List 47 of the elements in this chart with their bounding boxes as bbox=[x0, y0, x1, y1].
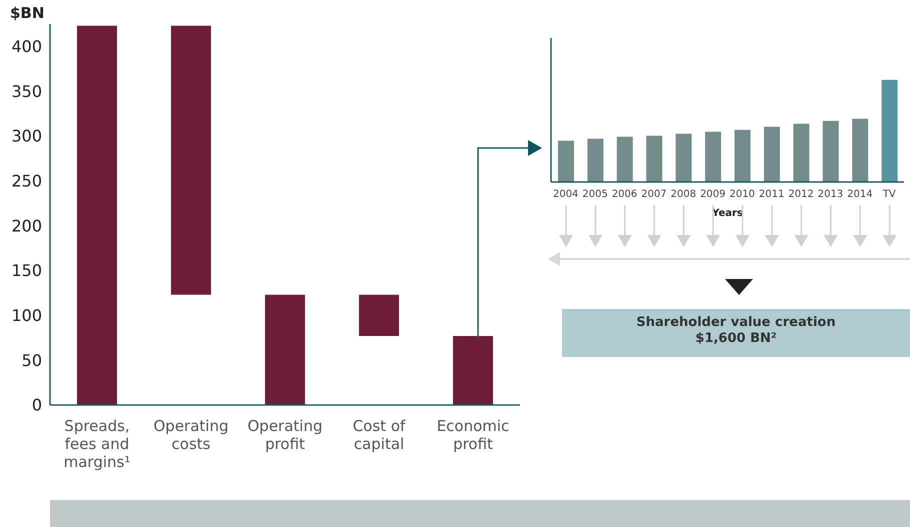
bar bbox=[265, 294, 305, 405]
bar bbox=[882, 80, 898, 182]
bar bbox=[558, 140, 574, 182]
x-tick-label: 2010 bbox=[729, 189, 755, 200]
bar bbox=[676, 134, 692, 182]
y-tick-label: 300 bbox=[11, 126, 42, 146]
x-tick-label: Spreads, fees and margins¹ bbox=[64, 417, 130, 471]
y-tick-label: 200 bbox=[11, 216, 42, 236]
bar bbox=[793, 124, 810, 182]
bar bbox=[705, 132, 722, 182]
bar bbox=[359, 294, 399, 336]
y-tick-label: 350 bbox=[11, 82, 42, 101]
bar bbox=[616, 136, 633, 182]
bar bbox=[171, 26, 211, 295]
bar bbox=[453, 336, 493, 405]
y-tick-label: 150 bbox=[11, 261, 42, 280]
bar bbox=[764, 126, 780, 182]
y-tick-label: 400 bbox=[11, 37, 42, 56]
x-tick-label: 2004 bbox=[552, 189, 578, 200]
x-tick-label: 2006 bbox=[612, 189, 638, 200]
x-tick-label: Operating profit bbox=[248, 417, 322, 453]
y-tick-label: 250 bbox=[11, 172, 42, 191]
x-tick-label: 2005 bbox=[582, 189, 608, 200]
bar bbox=[646, 136, 662, 182]
bar bbox=[77, 26, 117, 405]
x-tick-label: Economic profit bbox=[436, 417, 510, 453]
x-axis-title: Years bbox=[711, 208, 743, 219]
x-tick-label: 2013 bbox=[818, 189, 844, 200]
x-tick-label: 2008 bbox=[670, 189, 696, 200]
x-tick-label: 2007 bbox=[641, 189, 667, 200]
x-tick-label: 2009 bbox=[700, 189, 726, 200]
y-axis-title: $BN bbox=[10, 4, 44, 22]
x-tick-label: 2012 bbox=[788, 189, 814, 200]
x-tick-label: 2014 bbox=[847, 189, 873, 200]
x-tick-label: 2011 bbox=[758, 189, 784, 200]
x-tick-label: Cost of capital bbox=[352, 417, 406, 453]
text: Shareholder value creation bbox=[635, 315, 837, 331]
bar bbox=[822, 120, 839, 182]
bar bbox=[587, 138, 604, 182]
text: $1,600 BN² bbox=[694, 331, 778, 347]
x-tick-label: Operating costs bbox=[154, 417, 228, 453]
y-tick-label: 50 bbox=[22, 350, 42, 370]
y-tick-label: 0 bbox=[32, 396, 42, 415]
y-tick-label: 100 bbox=[11, 306, 42, 326]
bar bbox=[734, 130, 750, 182]
x-tick-label: TV bbox=[882, 189, 896, 200]
bar bbox=[852, 118, 868, 182]
